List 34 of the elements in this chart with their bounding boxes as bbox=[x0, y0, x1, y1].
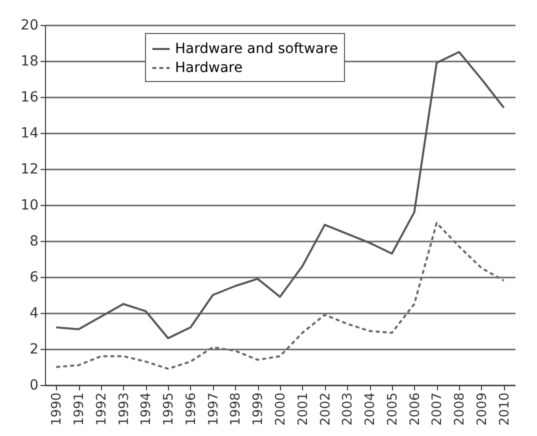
x-tick-label: 2009 bbox=[474, 392, 490, 426]
x-tick-label: 2008 bbox=[452, 392, 468, 426]
x-tick-label: 1999 bbox=[251, 392, 266, 426]
x-tick-label: 1991 bbox=[72, 392, 88, 426]
x-tick-label: 2004 bbox=[363, 392, 378, 426]
x-tick-label: 1997 bbox=[206, 392, 222, 426]
x-tick-label: 1990 bbox=[50, 392, 65, 426]
x-tick-label: 2007 bbox=[430, 392, 446, 426]
x-tick-label: 1995 bbox=[162, 392, 177, 426]
y-tick-label: 20 bbox=[20, 18, 38, 34]
x-tick-label: 1994 bbox=[139, 392, 154, 426]
legend-label: Hardware bbox=[175, 60, 243, 76]
x-tick-label: 2006 bbox=[408, 392, 423, 426]
y-tick-label: 18 bbox=[20, 54, 38, 70]
x-tick-label: 2002 bbox=[318, 392, 334, 426]
x-tick-label: 1998 bbox=[228, 392, 244, 426]
x-tick-label: 2001 bbox=[296, 392, 311, 426]
y-tick-label: 4 bbox=[30, 306, 39, 322]
y-tick-label: 8 bbox=[30, 234, 38, 250]
x-tick-label: 2003 bbox=[340, 392, 356, 426]
y-tick-label: 16 bbox=[20, 90, 39, 106]
x-tick-label: 1993 bbox=[116, 392, 132, 426]
y-tick-label: 14 bbox=[20, 126, 39, 142]
x-tick-label: 2000 bbox=[274, 392, 288, 426]
x-tick-label: 2010 bbox=[497, 392, 512, 426]
x-tick-label: 1996 bbox=[184, 392, 199, 426]
y-tick-label: 12 bbox=[20, 162, 38, 178]
y-tick-label: 2 bbox=[30, 342, 38, 358]
y-tick-label: 0 bbox=[30, 378, 38, 394]
y-tick-label: 6 bbox=[30, 270, 39, 286]
y-tick-label: 10 bbox=[20, 198, 38, 214]
legend-label: Hardware and software bbox=[175, 41, 338, 57]
x-tick-label: 2005 bbox=[385, 392, 400, 426]
x-tick-label: 1992 bbox=[94, 392, 110, 426]
